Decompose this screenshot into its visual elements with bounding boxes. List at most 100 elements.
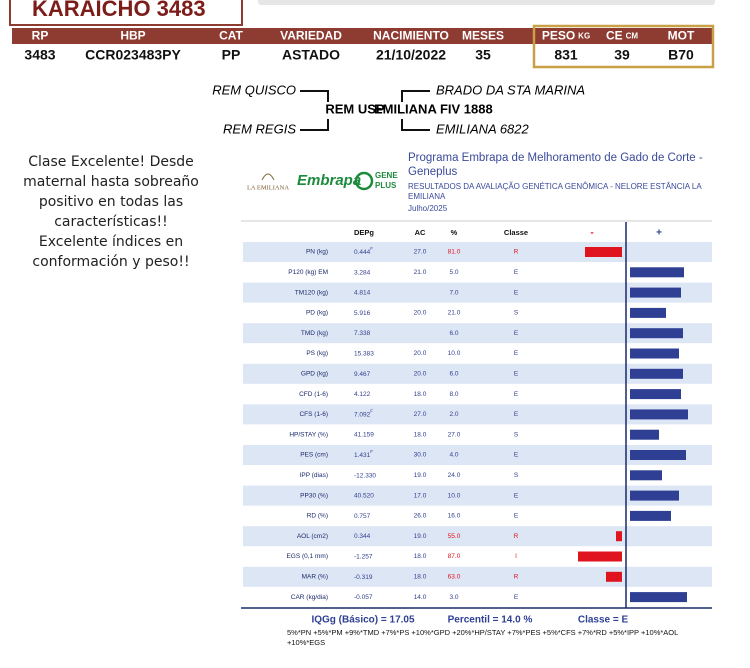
bar [630,510,671,521]
classe: E [514,269,519,276]
header-value: 39 [614,47,630,63]
bar [630,348,679,359]
dep: 7.092F [354,409,373,419]
dep: 0.344 [354,533,371,540]
classe: E [514,371,519,378]
logo-embrapa: Embrapa [297,172,361,189]
dep: 15.383 [354,350,374,357]
header-label-text: VARIEDAD [280,29,342,43]
classe: E [514,594,519,601]
dep: -0.057 [354,594,373,601]
dep-value: 9.467 [354,371,371,378]
ac: 14.0 [414,594,427,601]
ac: 26.0 [414,513,427,520]
header-label-text: MOT [668,29,695,43]
pct: 6.0 [449,330,458,337]
classe: E [514,330,519,337]
dep-value: 15.383 [354,350,374,357]
header-label-text: HBP [120,29,145,43]
pct: 81.0 [448,249,461,256]
dep: 3.284 [354,269,371,276]
header-label: CE CM [606,29,638,43]
panel-date: Julho/2025 [408,204,448,213]
logo-gene-icon [354,171,374,191]
trait: PN (kg) [306,249,328,256]
classe: S [514,431,519,438]
ac: 30.0 [414,452,427,459]
header-value: B70 [668,47,694,63]
classe: R [514,574,519,581]
formula: 5%*PN +5%*PM +9%*TMD +7%*PS +10%*GPD +20… [287,628,679,647]
dep: -1.257 [354,553,373,560]
bar [630,389,681,400]
dep-sup: F [370,449,373,454]
bar [606,571,622,582]
pct: 6.0 [449,371,458,378]
dep-value: 0.757 [354,513,371,520]
dam-sire: BRADO DA STA MARINA [436,82,585,97]
header-label-text: CAT [219,29,243,43]
table-header: AC [415,228,426,237]
ac: 18.0 [414,553,427,560]
dep: 4.814 [354,289,371,296]
dep-value: 1.431 [354,452,371,459]
ac: 20.0 [414,371,427,378]
classe: E [514,513,519,520]
header-label: NACIMIENTO [373,29,449,43]
ac: 21.0 [414,269,427,276]
trait: PS (kg) [306,350,328,357]
panel-title: Programa Embrapa de Melhoramento de Gado… [408,152,703,178]
header-value: 831 [554,47,578,63]
trait: TMD (kg) [301,330,328,337]
trait: IPP (dias) [300,472,328,479]
pct: 8.0 [449,391,458,398]
header-value: CCR023483PY [85,47,181,63]
header-label: MESES [462,29,504,43]
dep-sup: F [370,409,373,414]
trait: HP/STAY (%) [289,431,328,438]
bar [630,267,684,278]
comment: Clase Excelente! Desde maternal hasta so… [23,154,199,270]
header-value: 21/10/2022 [376,47,446,63]
sire-dam: REM REGIS [223,121,296,136]
dep-value: 7.092 [354,411,371,418]
table-header: Classe [504,228,528,237]
table-header: DEPg [354,228,374,237]
ac: 27.0 [414,411,427,418]
row-band [243,566,712,587]
header-label: CAT [219,29,243,43]
pct: 3.0 [449,594,458,601]
logo-plus: PLUS [375,181,397,190]
bar [585,247,622,257]
dep-value: 3.284 [354,269,371,276]
header-label-text: MESES [462,29,504,43]
ac: 18.0 [414,391,427,398]
logo-gene: GENE [375,171,398,180]
bar [630,307,666,318]
classe: S [514,472,519,479]
dep-value: 0.344 [354,533,371,540]
classe: R [514,249,519,256]
dep-value: 40.520 [354,492,374,499]
bar [578,551,622,562]
dep: 40.520 [354,492,374,499]
pct: 7.0 [449,289,458,296]
row-band [243,404,712,425]
classe: S [514,310,519,317]
logo-icon [261,173,275,181]
dep: 0.757 [354,513,371,520]
dep-value: -0.057 [354,594,373,601]
pct: 10.0 [448,492,461,499]
dam: EMILIANA FIV 1888 [374,101,493,116]
sire: REM USP [325,101,385,116]
classe: E [514,492,519,499]
bar [630,328,683,339]
pct: 24.0 [448,472,461,479]
bar [630,470,662,481]
dep: 9.467 [354,371,371,378]
trait: MAR (%) [302,574,328,581]
header-unit: KG [578,32,590,41]
trait: PD (kg) [306,310,328,317]
